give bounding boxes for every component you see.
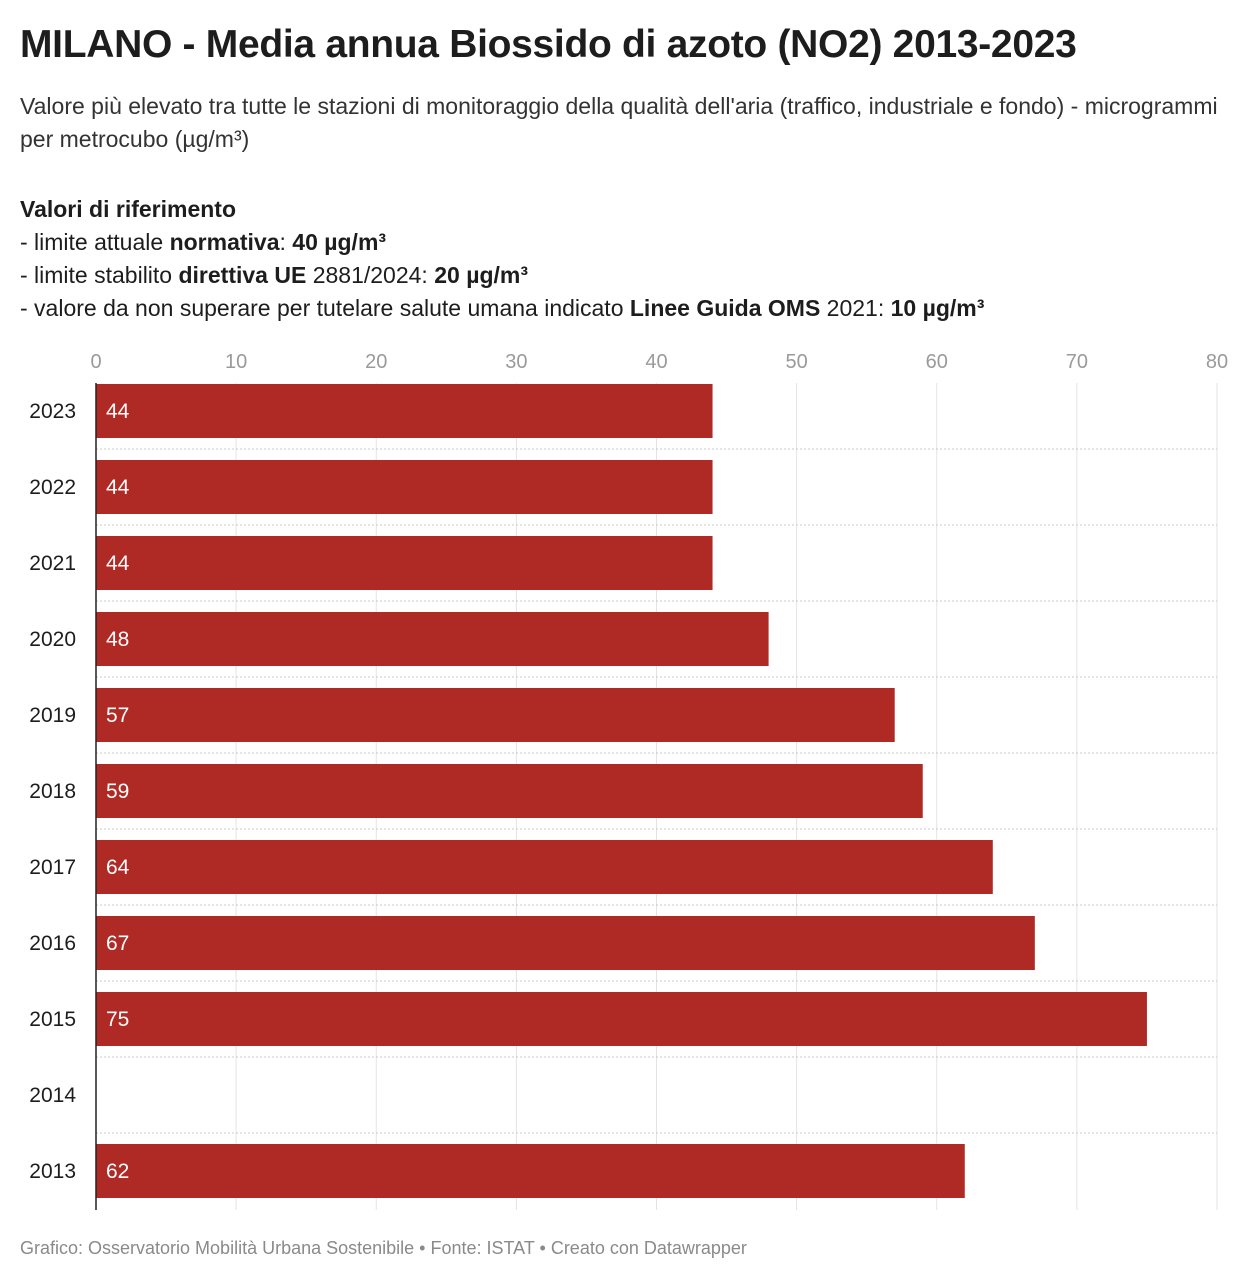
y-category-label-2016: 2016 [29,932,76,955]
bar-2019 [96,688,895,742]
x-tick-label-40: 40 [645,351,667,373]
bar-2015 [96,992,1147,1046]
bar-value-label-2016: 67 [106,932,129,955]
y-category-label-2013: 2013 [29,1160,76,1183]
bar-value-label-2021: 44 [106,552,130,575]
bar-2020 [96,612,769,666]
chart-subtitle: Valore più elevato tra tutte le stazioni… [20,93,1218,152]
reference-line-normativa: - limite attuale normativa: 40 µg/m³ [20,229,387,255]
reference-heading: Valori di riferimento [20,196,236,222]
bar-value-label-2019: 57 [106,704,129,727]
x-tick-label-50: 50 [786,351,808,373]
y-category-label-2017: 2017 [29,856,76,879]
y-category-label-2018: 2018 [29,780,76,803]
bar-2017 [96,840,993,894]
x-tick-label-80: 80 [1206,351,1228,373]
y-category-label-2019: 2019 [29,704,76,727]
y-category-label-2022: 2022 [29,476,76,499]
bar-chart: 0 10 20 30 40 50 60 70 80 2023 44 2022 44 2021 44 2020 4… [29,351,1228,1210]
y-category-label-2023: 2023 [29,400,76,423]
bar-2021 [96,536,713,590]
bar-value-label-2023: 44 [106,400,130,423]
bar-2013 [96,1144,965,1198]
reference-values: Valori di riferimento - limite attuale n… [20,193,1220,325]
bar-value-label-2017: 64 [106,856,130,879]
x-tick-label-20: 20 [365,351,387,373]
y-category-label-2014: 2014 [29,1084,76,1107]
bar-2023 [96,384,713,438]
bar-value-label-2018: 59 [106,780,129,803]
x-tick-label-70: 70 [1066,351,1088,373]
y-category-label-2020: 2020 [29,628,76,651]
reference-line-direttiva-ue: - limite stabilito direttiva UE 2881/202… [20,262,528,288]
bar-2018 [96,764,923,818]
y-category-label-2015: 2015 [29,1008,76,1031]
x-tick-label-60: 60 [926,351,948,373]
bar-value-label-2015: 75 [106,1008,129,1031]
chart-title: MILANO - Media annua Biossido di azoto (… [20,23,1077,66]
bar-2022 [96,460,713,514]
y-category-label-2021: 2021 [29,552,76,575]
bar-value-label-2022: 44 [106,476,130,499]
reference-line-oms: - valore da non superare per tutelare sa… [20,295,985,321]
bar-value-label-2020: 48 [106,628,129,651]
bar-2016 [96,916,1035,970]
footer-credit: Grafico: Osservatorio Mobilità Urbana So… [20,1238,747,1258]
x-tick-label-0: 0 [90,351,101,373]
x-tick-label-10: 10 [225,351,247,373]
bar-value-label-2013: 62 [106,1160,129,1183]
x-tick-label-30: 30 [505,351,527,373]
